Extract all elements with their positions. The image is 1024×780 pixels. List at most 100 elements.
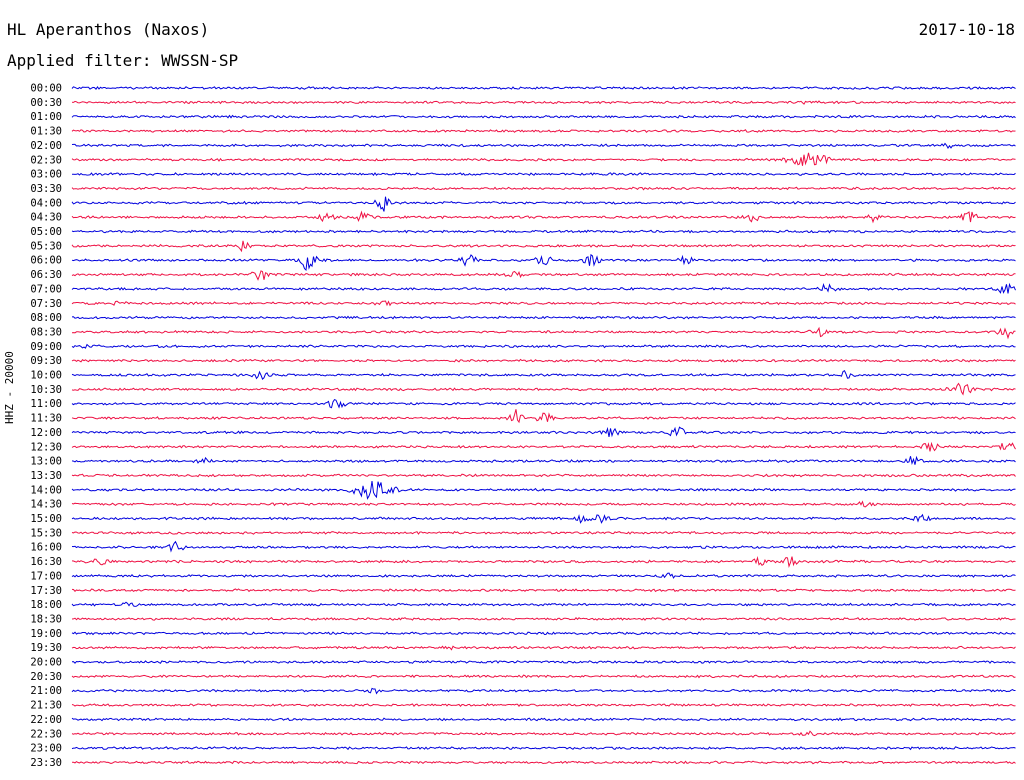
seismic-trace	[71, 86, 1016, 91]
row-time-label: 12:30	[30, 441, 62, 453]
seismic-trace	[71, 659, 1016, 664]
seismic-trace	[71, 196, 1016, 212]
row-time-label: 14:30	[30, 499, 62, 511]
row-time-label: 20:00	[30, 657, 62, 669]
seismic-trace	[71, 358, 1016, 363]
seismic-trace	[71, 540, 1016, 553]
seismic-trace	[71, 588, 1016, 593]
seismic-trace	[71, 674, 1016, 679]
row-time-label: 05:30	[30, 240, 62, 252]
row-time-label: 09:00	[30, 341, 62, 353]
row-time-label: 05:00	[30, 226, 62, 238]
row-time-label: 15:00	[30, 513, 62, 525]
seismic-trace	[71, 326, 1016, 340]
row-time-label: 00:30	[30, 97, 62, 109]
seismic-trace	[71, 730, 1016, 737]
row-time-label: 02:30	[30, 154, 62, 166]
row-time-label: 11:30	[30, 413, 62, 425]
seismic-trace	[71, 100, 1016, 105]
row-time-label: 22:00	[30, 714, 62, 726]
seismic-trace	[71, 631, 1016, 636]
row-time-label: 23:30	[30, 757, 62, 769]
row-time-label: 11:00	[30, 398, 62, 410]
row-time-label: 02:00	[30, 140, 62, 152]
row-time-label: 07:30	[30, 298, 62, 310]
seismic-trace	[71, 300, 1016, 307]
row-time-label: 04:00	[30, 197, 62, 209]
seismic-trace	[71, 343, 1016, 349]
row-time-label: 08:00	[30, 312, 62, 324]
seismic-trace	[71, 398, 1016, 409]
row-time-label: 21:00	[30, 685, 62, 697]
row-time-label: 00:00	[30, 83, 62, 95]
row-time-label: 04:30	[30, 212, 62, 224]
seismic-trace	[71, 240, 1016, 253]
row-time-label: 17:30	[30, 585, 62, 597]
row-time-label: 01:00	[30, 111, 62, 123]
row-time-label: 19:00	[30, 628, 62, 640]
row-time-label: 13:30	[30, 470, 62, 482]
seismic-trace	[71, 315, 1016, 320]
seismic-trace	[71, 172, 1016, 177]
row-time-label: 03:30	[30, 183, 62, 195]
seismic-trace	[71, 142, 1016, 149]
seismic-trace	[71, 717, 1016, 722]
row-time-label: 01:30	[30, 126, 62, 138]
row-time-label: 12:00	[30, 427, 62, 439]
row-time-label: 10:00	[30, 370, 62, 382]
seismic-trace	[71, 129, 1016, 134]
row-time-label: 09:30	[30, 355, 62, 367]
seismic-trace	[71, 702, 1016, 708]
seismic-trace	[71, 382, 1016, 396]
seismic-trace	[71, 481, 1016, 500]
row-time-label: 13:00	[30, 456, 62, 468]
row-time-label: 03:00	[30, 169, 62, 181]
row-time-label: 10:30	[30, 384, 62, 396]
row-time-label: 14:00	[30, 484, 62, 496]
seismic-trace	[71, 409, 1016, 424]
seismic-trace	[71, 152, 1016, 166]
seismic-trace	[71, 645, 1016, 651]
row-time-label: 18:00	[30, 599, 62, 611]
row-time-label: 18:30	[30, 613, 62, 625]
seismic-trace	[71, 601, 1016, 607]
row-time-label: 06:00	[30, 255, 62, 267]
seismic-trace	[71, 441, 1016, 452]
seismic-trace	[71, 369, 1016, 380]
seismic-trace	[71, 210, 1016, 224]
seismic-trace	[71, 253, 1016, 272]
seismic-trace	[71, 500, 1016, 508]
seismic-trace	[71, 746, 1016, 751]
row-time-label: 23:00	[30, 743, 62, 755]
seismic-trace	[71, 760, 1016, 765]
seismic-trace	[71, 513, 1016, 524]
filter-label: Applied filter: WWSSN-SP	[7, 51, 239, 70]
seismic-trace	[71, 114, 1016, 119]
seismic-trace	[71, 186, 1016, 191]
seismic-trace	[71, 426, 1016, 438]
seismic-trace	[71, 616, 1016, 621]
seismic-trace	[71, 473, 1016, 478]
row-time-label: 16:30	[30, 556, 62, 568]
seismic-trace	[71, 229, 1016, 234]
seismic-trace	[71, 687, 1016, 695]
row-time-label: 21:30	[30, 700, 62, 712]
row-time-label: 07:00	[30, 283, 62, 295]
seismic-trace	[71, 530, 1016, 535]
station-title: HL Aperanthos (Naxos)	[7, 20, 210, 39]
row-time-label: 17:00	[30, 570, 62, 582]
row-time-label: 16:00	[30, 542, 62, 554]
seismic-trace	[71, 455, 1016, 465]
row-time-label: 20:30	[30, 671, 62, 683]
seismic-trace	[71, 282, 1016, 294]
row-time-label: 06:30	[30, 269, 62, 281]
seismic-trace	[71, 270, 1016, 281]
seismic-trace	[71, 572, 1016, 579]
row-time-label: 19:30	[30, 642, 62, 654]
row-time-label: 08:30	[30, 326, 62, 338]
row-time-label: 22:30	[30, 728, 62, 740]
seismic-trace	[71, 555, 1016, 568]
record-date: 2017-10-18	[918, 20, 1015, 39]
row-time-label: 15:30	[30, 527, 62, 539]
